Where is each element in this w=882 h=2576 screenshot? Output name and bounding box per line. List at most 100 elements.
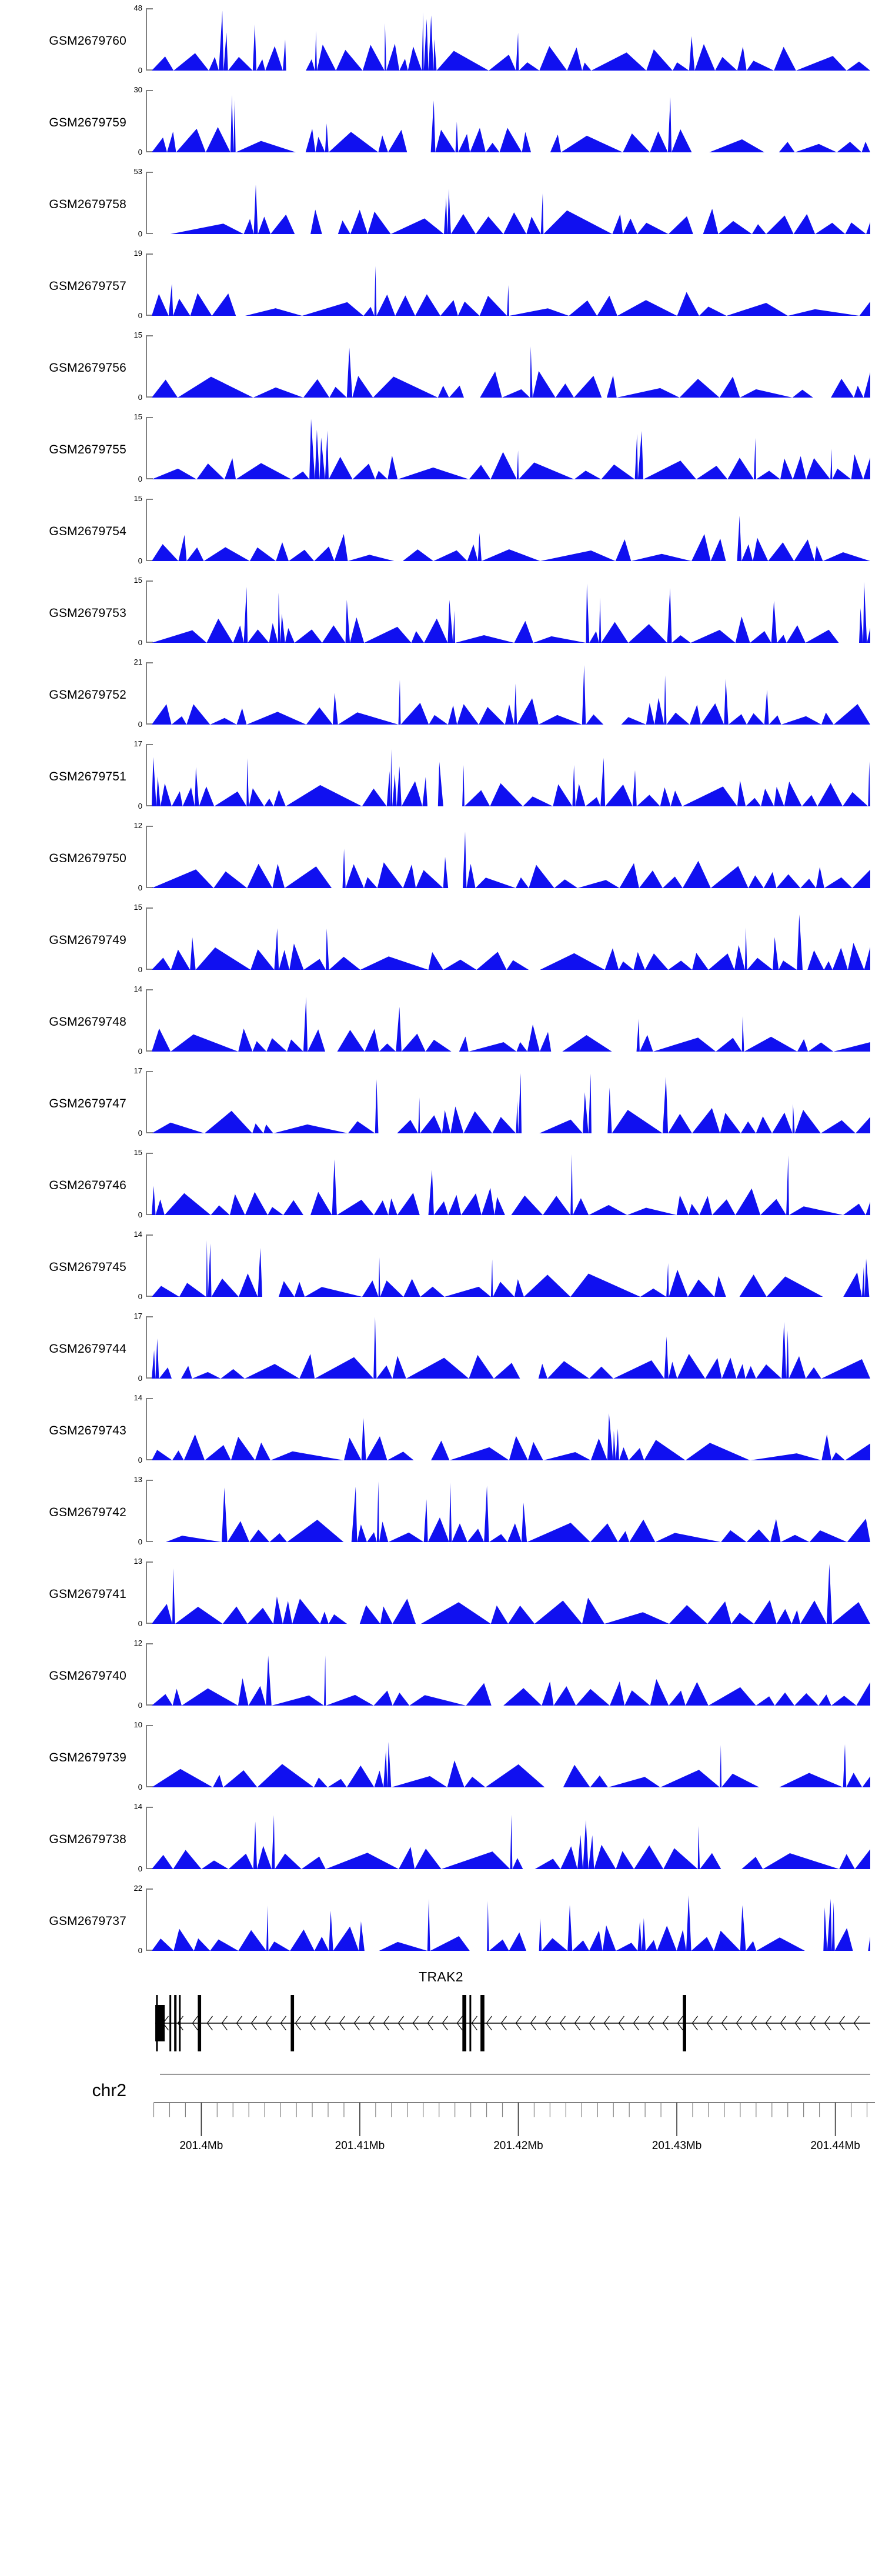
coverage-area-plot[interactable]: [152, 1398, 870, 1460]
track-sample-label: GSM2679749: [49, 933, 126, 947]
track-sample-label: GSM2679739: [49, 1750, 126, 1764]
track-axis-max-label: 14: [133, 985, 142, 993]
track-y-axis: [146, 172, 153, 234]
track-axis-max-label: 13: [133, 1557, 142, 1566]
coverage-area-plot[interactable]: [152, 1888, 870, 1951]
coverage-area-plot[interactable]: [152, 1316, 870, 1379]
coverage-track[interactable]: GSM2679740 12 0: [0, 1635, 882, 1717]
coverage-area-plot[interactable]: [152, 1480, 870, 1542]
coverage-area-plot[interactable]: [152, 989, 870, 1052]
track-sample-label: GSM2679760: [49, 34, 126, 48]
axis-top-rule: [160, 2074, 870, 2075]
coverage-area-plot[interactable]: [152, 253, 870, 316]
track-sample-label: GSM2679752: [49, 688, 126, 702]
track-y-axis: [146, 417, 153, 479]
track-axis-min-label: 0: [138, 1047, 142, 1056]
coverage-track[interactable]: GSM2679751 17 0: [0, 736, 882, 817]
coverage-area-plot[interactable]: [152, 1725, 870, 1787]
track-axis-max-label: 53: [133, 167, 142, 176]
coverage-area-plot[interactable]: [152, 1153, 870, 1215]
track-y-axis: [146, 1888, 153, 1951]
coverage-area-plot[interactable]: [152, 662, 870, 725]
coverage-area-plot[interactable]: [152, 1807, 870, 1869]
track-axis-max-label: 15: [133, 903, 142, 912]
coverage-area-plot[interactable]: [152, 335, 870, 398]
coverage-track[interactable]: GSM2679759 30 0: [0, 82, 882, 163]
coverage-track[interactable]: GSM2679752 21 0: [0, 654, 882, 736]
track-axis-max-label: 22: [133, 1884, 142, 1893]
track-axis-min-label: 0: [138, 229, 142, 238]
track-axis-min-label: 0: [138, 1783, 142, 1791]
track-axis-max-label: 19: [133, 249, 142, 258]
coverage-area-plot[interactable]: [152, 1234, 870, 1297]
coverage-area-plot[interactable]: [152, 744, 870, 806]
track-y-axis: [146, 1725, 153, 1787]
track-axis-min-label: 0: [138, 1619, 142, 1628]
track-sample-label: GSM2679751: [49, 769, 126, 783]
coverage-area-plot[interactable]: [152, 1643, 870, 1706]
track-axis-min-label: 0: [138, 1946, 142, 1955]
track-axis-max-label: 30: [133, 85, 142, 94]
coverage-area-plot[interactable]: [152, 8, 870, 71]
coverage-area-plot[interactable]: [152, 499, 870, 561]
track-axis-max-label: 15: [133, 494, 142, 503]
track-axis-max-label: 15: [133, 412, 142, 421]
coverage-track[interactable]: GSM2679758 53 0: [0, 163, 882, 245]
track-axis-max-label: 48: [133, 4, 142, 12]
coverage-track[interactable]: GSM2679745 14 0: [0, 1226, 882, 1308]
track-y-axis: [146, 989, 153, 1052]
axis-tick-label: 201.4Mb: [179, 2140, 223, 2152]
coverage-track[interactable]: GSM2679749 15 0: [0, 899, 882, 981]
coverage-track[interactable]: GSM2679756 15 0: [0, 327, 882, 409]
gene-model-graphic[interactable]: [146, 1988, 870, 2058]
track-axis-min-label: 0: [138, 1210, 142, 1219]
track-axis-min-label: 0: [138, 148, 142, 156]
track-sample-label: GSM2679758: [49, 197, 126, 211]
coverage-area-plot[interactable]: [152, 90, 870, 152]
coverage-area-plot[interactable]: [152, 417, 870, 479]
coverage-track[interactable]: GSM2679754 15 0: [0, 490, 882, 572]
coverage-area-plot[interactable]: [152, 1071, 870, 1133]
track-axis-max-label: 15: [133, 331, 142, 339]
track-sample-label: GSM2679750: [49, 851, 126, 865]
coverage-track[interactable]: GSM2679741 13 0: [0, 1553, 882, 1635]
track-y-axis: [146, 1643, 153, 1706]
coverage-track[interactable]: GSM2679760 48 0: [0, 0, 882, 82]
coverage-area-plot[interactable]: [152, 907, 870, 970]
track-y-axis: [146, 826, 153, 888]
gene-annotation-track[interactable]: TRAK2: [0, 1962, 882, 2068]
coverage-area-plot[interactable]: [152, 826, 870, 888]
track-y-axis: [146, 1316, 153, 1379]
track-axis-min-label: 0: [138, 1864, 142, 1873]
track-axis-min-label: 0: [138, 393, 142, 402]
coverage-track[interactable]: GSM2679750 12 0: [0, 817, 882, 899]
coverage-area-plot[interactable]: [152, 580, 870, 643]
track-sample-label: GSM2679744: [49, 1342, 126, 1356]
track-axis-max-label: 17: [133, 1312, 142, 1320]
track-sample-label: GSM2679741: [49, 1587, 126, 1601]
chromosome-axis: chr2 201.4Mb 201.41Mb 201.42Mb 201.43Mb 201.…: [0, 2068, 882, 2215]
coverage-track[interactable]: GSM2679739 10 0: [0, 1717, 882, 1798]
track-y-axis: [146, 253, 153, 316]
track-axis-min-label: 0: [138, 965, 142, 974]
track-sample-label: GSM2679743: [49, 1423, 126, 1437]
track-sample-label: GSM2679757: [49, 279, 126, 293]
coverage-track[interactable]: GSM2679742 13 0: [0, 1471, 882, 1553]
coverage-track[interactable]: GSM2679757 19 0: [0, 245, 882, 327]
coverage-track[interactable]: GSM2679744 17 0: [0, 1308, 882, 1390]
track-y-axis: [146, 1561, 153, 1624]
coverage-area-plot[interactable]: [152, 1561, 870, 1624]
track-y-axis: [146, 1153, 153, 1215]
coverage-track[interactable]: GSM2679753 15 0: [0, 572, 882, 654]
track-axis-max-label: 12: [133, 1639, 142, 1647]
coverage-track[interactable]: GSM2679737 22 0: [0, 1880, 882, 1962]
coverage-track[interactable]: GSM2679738 14 0: [0, 1798, 882, 1880]
coverage-track[interactable]: GSM2679747 17 0: [0, 1063, 882, 1144]
coverage-track[interactable]: GSM2679746 15 0: [0, 1144, 882, 1226]
coverage-track[interactable]: GSM2679755 15 0: [0, 409, 882, 490]
coverage-track[interactable]: GSM2679748 14 0: [0, 981, 882, 1063]
track-sample-label: GSM2679738: [49, 1832, 126, 1846]
coverage-area-plot[interactable]: [152, 172, 870, 234]
coverage-track[interactable]: GSM2679743 14 0: [0, 1390, 882, 1471]
axis-tick-label: 201.43Mb: [652, 2140, 702, 2152]
